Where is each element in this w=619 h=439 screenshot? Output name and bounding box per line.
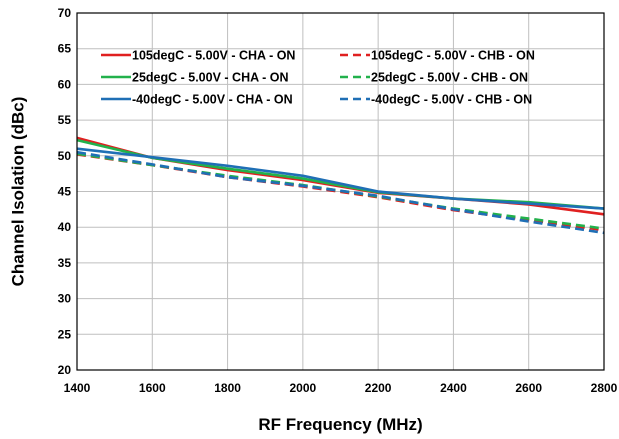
- legend-label: -40degC - 5.00V - CHB - ON: [371, 93, 532, 107]
- x-tick-label: 1400: [64, 381, 91, 395]
- x-axis-title: RF Frequency (MHz): [258, 415, 422, 434]
- legend-label: 25degC - 5.00V - CHA - ON: [132, 71, 289, 85]
- plot-area-frame: [76, 12, 605, 371]
- x-tick-label: 1800: [214, 381, 241, 395]
- y-tick-label: 35: [58, 256, 72, 270]
- y-axis-ticks: 20 25 30 35 40 45 50 55 60 65 70: [58, 6, 72, 377]
- x-tick-label: 2200: [365, 381, 392, 395]
- y-tick-label: 65: [58, 42, 72, 56]
- series-line: [76, 147, 605, 210]
- x-tick-label: 1600: [139, 381, 166, 395]
- x-tick-label: 2600: [515, 381, 542, 395]
- y-axis-title: Channel Isolation (dBc): [8, 97, 27, 287]
- x-tick-label: 2800: [591, 381, 618, 395]
- legend: 105degC - 5.00V - CHA - ON 105degC - 5.00…: [101, 49, 535, 107]
- legend-label: 105degC - 5.00V - CHA - ON: [132, 49, 295, 63]
- x-tick-label: 2000: [290, 381, 317, 395]
- y-tick-label: 40: [58, 220, 72, 234]
- legend-label: 25degC - 5.00V - CHB - ON: [371, 71, 528, 85]
- y-tick-label: 30: [58, 292, 72, 306]
- y-tick-label: 20: [58, 363, 72, 377]
- x-axis-ticks: 1400 1600 1800 2000 2200 2400 2600 2800: [64, 381, 618, 395]
- y-tick-label: 50: [58, 149, 72, 163]
- y-tick-label: 55: [58, 113, 72, 127]
- legend-label: -40degC - 5.00V - CHA - ON: [132, 93, 293, 107]
- y-tick-label: 45: [58, 185, 72, 199]
- series-line: [76, 150, 605, 235]
- y-tick-label: 60: [58, 77, 72, 91]
- series-lines: [76, 136, 605, 235]
- x-tick-label: 2400: [440, 381, 467, 395]
- legend-label: 105degC - 5.00V - CHB - ON: [371, 49, 535, 63]
- y-tick-label: 70: [58, 6, 72, 20]
- y-tick-label: 25: [58, 327, 72, 341]
- series-line: [76, 138, 605, 210]
